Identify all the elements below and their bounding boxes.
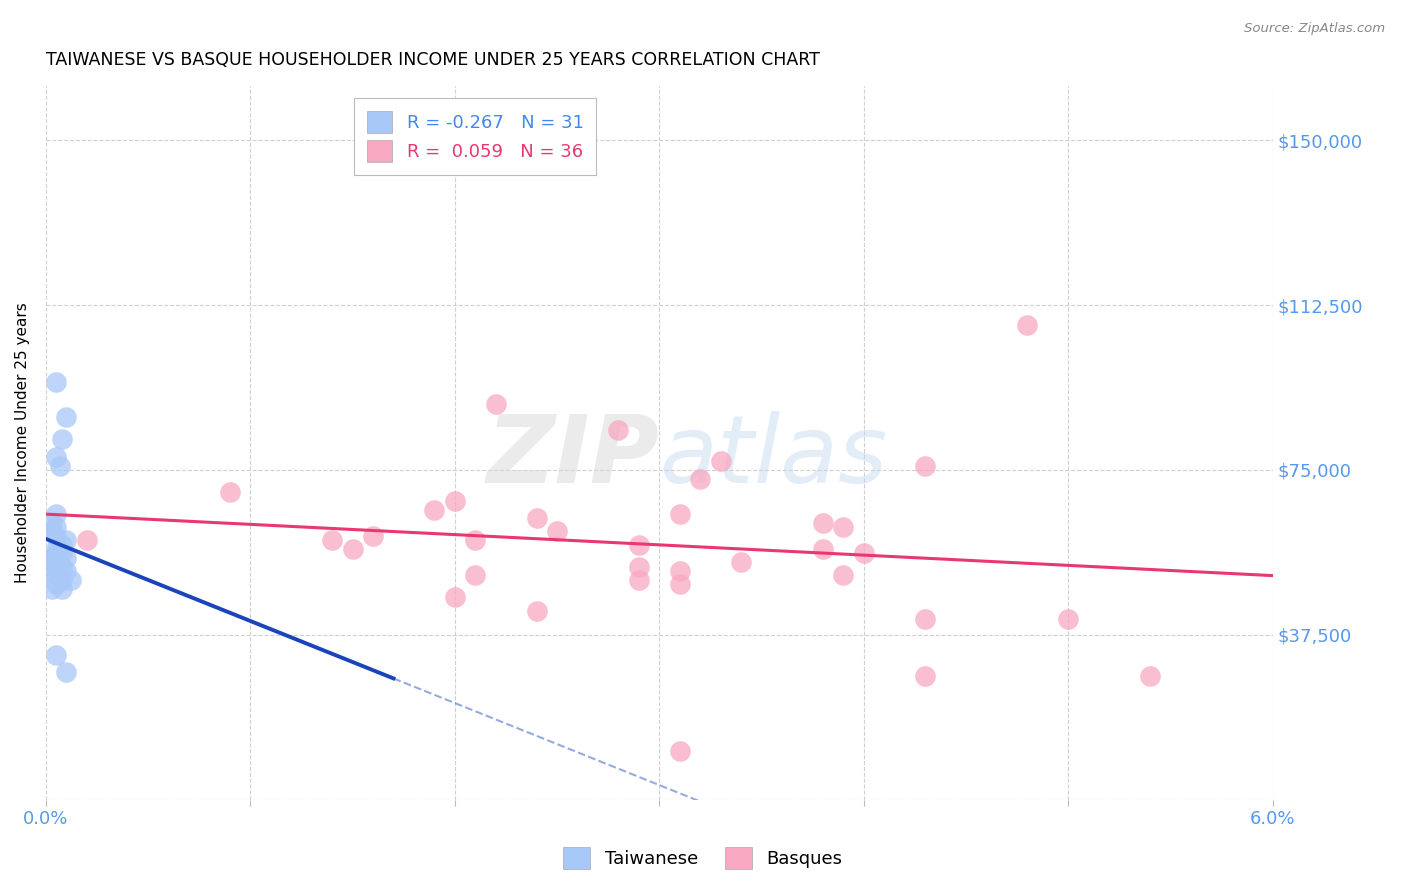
Point <box>51 573 73 587</box>
Point <box>41 555 63 569</box>
Point <box>668 507 690 521</box>
Point <box>852 546 875 560</box>
Point <box>41 564 63 578</box>
Text: TAIWANESE VS BASQUE HOUSEHOLDER INCOME UNDER 25 YEARS CORRELATION CHART: TAIWANESE VS BASQUE HOUSEHOLDER INCOME U… <box>46 51 820 69</box>
Point <box>321 533 343 548</box>
Point <box>627 573 650 587</box>
Point <box>45 550 67 565</box>
Point <box>914 612 936 626</box>
Point <box>464 533 486 548</box>
Point <box>668 577 690 591</box>
Point <box>689 472 711 486</box>
Point <box>45 507 67 521</box>
Point <box>45 529 67 543</box>
Point <box>832 520 855 534</box>
Point <box>1017 318 1039 332</box>
Point <box>45 542 67 557</box>
Point <box>51 432 73 446</box>
Point <box>51 538 73 552</box>
Point <box>41 516 63 530</box>
Point <box>423 502 446 516</box>
Text: atlas: atlas <box>659 411 887 502</box>
Point <box>730 555 752 569</box>
Legend: R = -0.267   N = 31, R =  0.059   N = 36: R = -0.267 N = 31, R = 0.059 N = 36 <box>354 98 596 175</box>
Point <box>45 559 67 574</box>
Point <box>45 450 67 464</box>
Point <box>832 568 855 582</box>
Point <box>51 582 73 596</box>
Point <box>546 524 568 539</box>
Point <box>55 564 77 578</box>
Legend: Taiwanese, Basques: Taiwanese, Basques <box>554 838 852 879</box>
Point <box>45 568 67 582</box>
Point <box>443 493 465 508</box>
Point <box>45 375 67 389</box>
Point <box>668 564 690 578</box>
Point <box>709 454 731 468</box>
Point <box>45 546 67 560</box>
Point <box>41 582 63 596</box>
Point <box>914 458 936 473</box>
Point <box>45 520 67 534</box>
Point <box>361 529 384 543</box>
Point <box>49 458 72 473</box>
Point <box>41 524 63 539</box>
Text: ZIP: ZIP <box>486 411 659 503</box>
Point <box>607 424 630 438</box>
Point <box>55 550 77 565</box>
Point <box>811 542 834 557</box>
Point <box>41 550 63 565</box>
Point <box>627 538 650 552</box>
Point <box>485 397 508 411</box>
Point <box>1057 612 1080 626</box>
Point <box>76 533 98 548</box>
Point <box>443 591 465 605</box>
Point <box>55 665 77 679</box>
Point <box>914 669 936 683</box>
Text: Source: ZipAtlas.com: Source: ZipAtlas.com <box>1244 22 1385 36</box>
Point <box>342 542 364 557</box>
Point <box>55 410 77 425</box>
Point <box>668 744 690 758</box>
Point <box>51 559 73 574</box>
Point <box>627 559 650 574</box>
Point <box>45 648 67 662</box>
Point <box>45 577 67 591</box>
Point <box>526 604 548 618</box>
Point <box>1139 669 1161 683</box>
Point <box>55 533 77 548</box>
Point <box>219 485 242 500</box>
Point <box>811 516 834 530</box>
Point <box>51 546 73 560</box>
Point <box>464 568 486 582</box>
Y-axis label: Householder Income Under 25 years: Householder Income Under 25 years <box>15 302 30 582</box>
Point <box>59 573 82 587</box>
Point <box>526 511 548 525</box>
